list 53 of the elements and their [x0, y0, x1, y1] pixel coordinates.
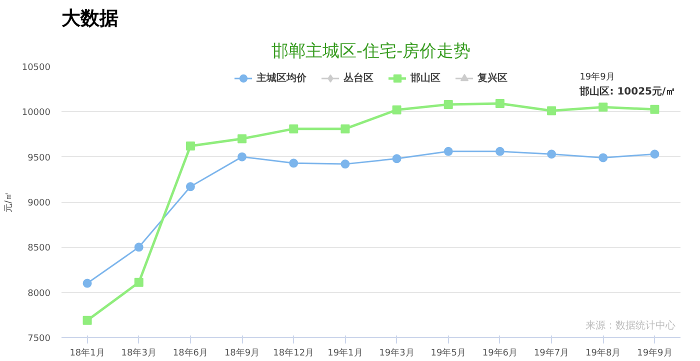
point [392, 154, 402, 164]
x-tick-label: 18年3月 [121, 348, 156, 358]
point [186, 141, 195, 150]
legend-label: 丛台区 [344, 72, 374, 85]
legend-label: 主城区均价 [256, 71, 306, 85]
point [547, 106, 556, 116]
point [392, 105, 402, 114]
legend-label: 邯山区 [410, 72, 440, 85]
point [495, 146, 504, 156]
point [444, 100, 453, 109]
x-tick-label: 19年6月 [482, 348, 518, 358]
y-tick-label: 10000 [22, 108, 51, 118]
chart-title: 大数据 [62, 8, 118, 30]
point [289, 158, 298, 168]
point [186, 182, 195, 192]
point [238, 134, 247, 144]
x-tick-label: 18年6月 [172, 348, 208, 358]
x-tick-label: 19年9月 [637, 348, 672, 358]
y-tick-label: 9000 [28, 198, 51, 208]
chart-subtitle: 邯郸主城区-住宅-房价走势 [271, 42, 471, 62]
x-tick-label: 19年1月 [328, 348, 363, 358]
x-tick-label: 19年7月 [534, 348, 570, 358]
point [340, 160, 350, 169]
point [650, 104, 660, 114]
annotation: 邯山区: 10025元/㎡ [578, 85, 676, 98]
point [340, 124, 350, 134]
point [289, 124, 298, 134]
point [134, 242, 144, 252]
x-tick-label: 19年8月 [586, 348, 621, 358]
y-tick-label: 8500 [28, 244, 51, 254]
point [444, 146, 453, 156]
point [598, 153, 608, 162]
point [547, 150, 556, 159]
y-tick-label: 7500 [28, 334, 51, 344]
point [82, 278, 92, 288]
point [495, 99, 504, 108]
annotation: 来源：数据统计中心 [585, 320, 676, 332]
x-tick-label: 18年1月 [70, 348, 105, 358]
x-tick-label: 18年12月 [273, 348, 314, 358]
y-tick-label: 8000 [28, 288, 51, 299]
point [238, 152, 247, 162]
legend-label: 复兴区 [478, 72, 508, 85]
x-tick-label: 19年3月 [379, 348, 414, 358]
y-tick-label: 10500 [22, 63, 51, 73]
x-tick-label: 18年9月 [224, 348, 260, 358]
point [598, 102, 608, 112]
annotation: 19年9月 [580, 71, 615, 82]
y-axis-title: 元/㎡ [2, 191, 14, 213]
point [134, 278, 144, 287]
point [82, 316, 92, 325]
x-tick-label: 19年5月 [430, 348, 466, 358]
point [650, 150, 660, 159]
y-tick-label: 9500 [28, 153, 51, 164]
